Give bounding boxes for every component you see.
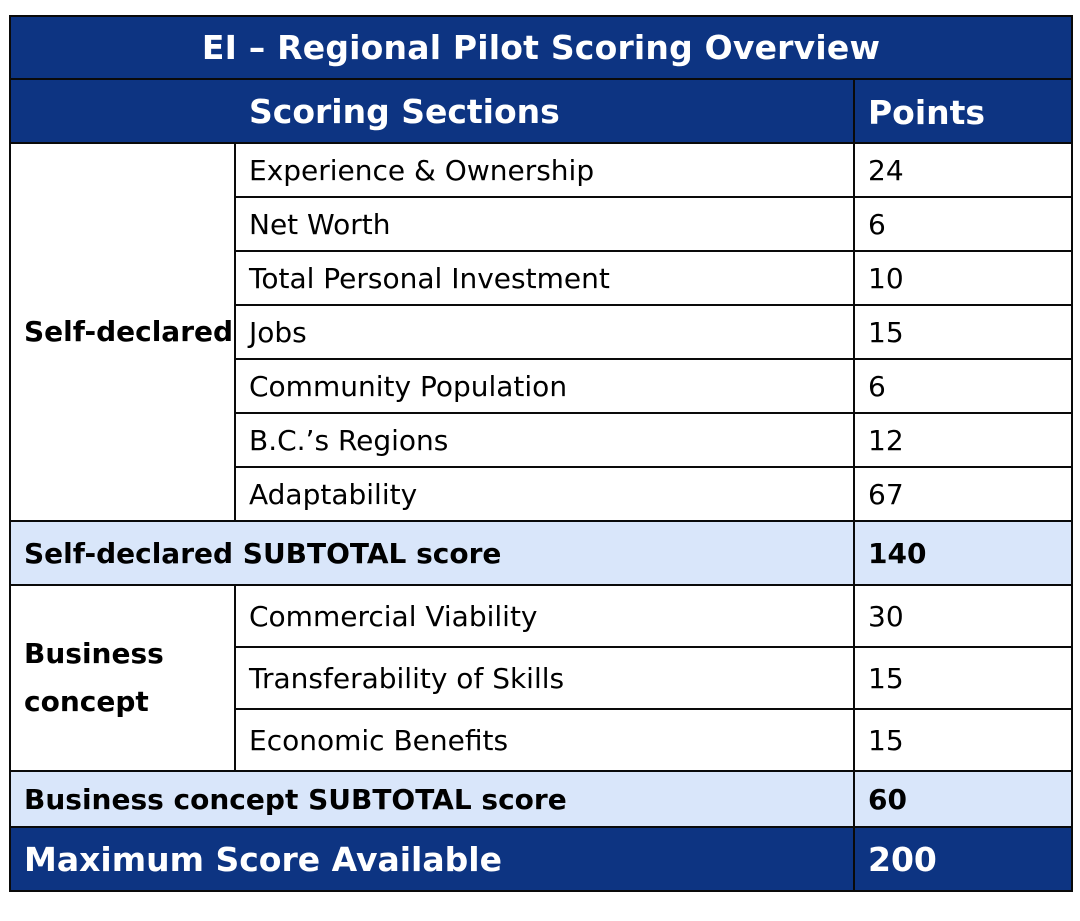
table-row: Transferability of Skills 15	[10, 646, 1074, 710]
table-row: Community Population 6	[10, 358, 1074, 414]
subtotal-points: 140	[852, 520, 1074, 586]
header-scoring-sections: Scoring Sections	[9, 78, 855, 144]
table-title: EI – Regional Pilot Scoring Overview	[8, 15, 1074, 80]
maximum-score-label: Maximum Score Available	[9, 826, 855, 892]
scoring-overview-table: EI – Regional Pilot Scoring Overview Sco…	[8, 15, 1074, 892]
table-row: Business concept Commercial Viability 30	[9, 584, 1074, 772]
section-label: Transferability of Skills	[234, 646, 855, 710]
header-points: Points	[852, 78, 1074, 144]
subtotal-row-business-concept: Business concept SUBTOTAL score 60	[9, 770, 1074, 828]
section-label: Net Worth	[234, 196, 855, 252]
group-label-line: Business	[24, 637, 164, 670]
section-points: 6	[852, 196, 1074, 252]
table-row: Net Worth 6	[10, 196, 1074, 252]
section-points: 6	[852, 358, 1074, 414]
section-points: 24	[852, 142, 1074, 198]
subtotal-points: 60	[852, 770, 1074, 828]
group-label-business-concept: Business concept	[9, 584, 236, 772]
section-points: 15	[852, 646, 1074, 710]
maximum-score-row: Maximum Score Available 200	[9, 826, 1074, 892]
section-label: Community Population	[234, 358, 855, 414]
table-row: Jobs 15	[10, 304, 1074, 360]
section-points: 67	[852, 466, 1074, 522]
table-row: Self-declared Experience & Ownership 24	[9, 142, 1074, 522]
table-row: Total Personal Investment 10	[10, 250, 1074, 306]
section-label: Experience & Ownership	[234, 142, 855, 198]
table-row: Adaptability 67	[10, 466, 1074, 522]
section-label: Jobs	[234, 304, 855, 360]
group-label-self-declared: Self-declared	[9, 142, 236, 522]
section-label: B.C.’s Regions	[234, 412, 855, 468]
table-row: Economic Benefits 15	[10, 708, 1074, 772]
subtotal-label: Business concept SUBTOTAL score	[9, 770, 855, 828]
section-points: 10	[852, 250, 1074, 306]
section-label: Economic Benefits	[234, 708, 855, 772]
section-points: 12	[852, 412, 1074, 468]
section-points: 15	[852, 708, 1074, 772]
section-label: Commercial Viability	[234, 584, 855, 648]
section-points: 15	[852, 304, 1074, 360]
section-label: Total Personal Investment	[234, 250, 855, 306]
maximum-score-points: 200	[852, 826, 1074, 892]
subtotal-row-self-declared: Self-declared SUBTOTAL score 140	[9, 520, 1074, 586]
header-row: Scoring Sections Points	[9, 78, 1074, 144]
table-row: B.C.’s Regions 12	[10, 412, 1074, 468]
section-points: 30	[852, 584, 1074, 648]
section-label: Adaptability	[234, 466, 855, 522]
group-label-line: concept	[24, 685, 149, 718]
subtotal-label: Self-declared SUBTOTAL score	[9, 520, 855, 586]
title-row: EI – Regional Pilot Scoring Overview	[8, 15, 1074, 80]
